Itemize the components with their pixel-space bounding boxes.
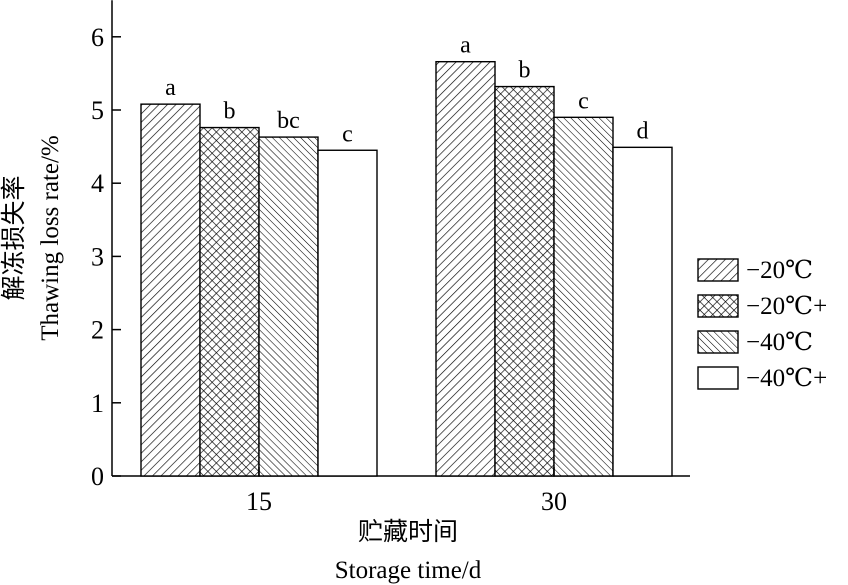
bar-significance-label: c [342,121,353,147]
y-tick-label: 6 [91,23,104,52]
legend: −20℃ −20℃+ −40℃ −40℃+ [697,257,827,392]
bar-significance-label: b [519,58,531,84]
y-axis-title-group: 解冻损失率 Thawing loss rate/% [0,135,64,341]
legend-swatch [697,330,739,354]
y-tick-label: 4 [91,169,104,198]
bar-significance-label: bc [277,108,300,134]
bar [435,60,496,477]
legend-label: −40℃+ [746,365,827,392]
bar [612,146,673,477]
y-tick-label: 2 [91,316,104,345]
bar-significance-label: d [637,118,649,144]
bar [199,126,260,477]
bar [140,103,201,477]
y-axis-title-cn: 解冻损失率 [0,175,28,300]
x-tick-label: 30 [541,487,567,516]
plot-area: 0 1 2 3 4 5 6 a a b b bc c c d 15 30 [91,0,690,516]
y-tick-label: 3 [91,242,104,271]
legend-swatch [697,366,739,390]
bar-significance-label: c [578,88,589,114]
y-tick-label: 0 [91,462,104,491]
legend-label: −20℃+ [746,293,827,320]
y-tick-label: 5 [91,96,104,125]
x-tick-label: 15 [246,487,272,516]
bar [317,149,378,477]
x-axis-title-cn: 贮藏时间 [358,518,458,546]
legend-label: −40℃ [746,329,813,356]
x-axis-title: Storage time/d [335,557,482,584]
bar-significance-label: a [460,33,471,59]
legend-swatch [697,258,739,282]
bar-significance-label: b [224,99,236,125]
y-axis-title: Thawing loss rate/% [37,135,64,341]
y-tick-label: 1 [91,389,104,418]
legend-label: −20℃ [746,257,813,284]
bar-significance-label: a [165,75,176,101]
bar [553,116,614,477]
legend-swatch [697,294,739,318]
bar [494,85,555,477]
bar [258,136,319,477]
